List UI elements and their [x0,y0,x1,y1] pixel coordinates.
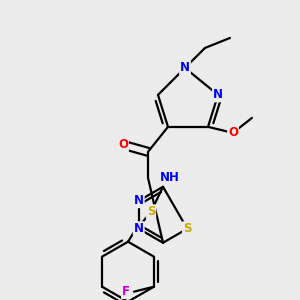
Text: S: S [183,222,191,235]
Text: F: F [122,285,130,298]
Text: NH: NH [160,171,180,184]
Text: N: N [134,194,144,207]
Text: N: N [134,222,144,235]
Text: N: N [180,61,190,74]
Text: O: O [228,126,238,139]
Text: N: N [213,88,223,101]
Text: S: S [147,205,155,218]
Text: O: O [118,138,128,151]
